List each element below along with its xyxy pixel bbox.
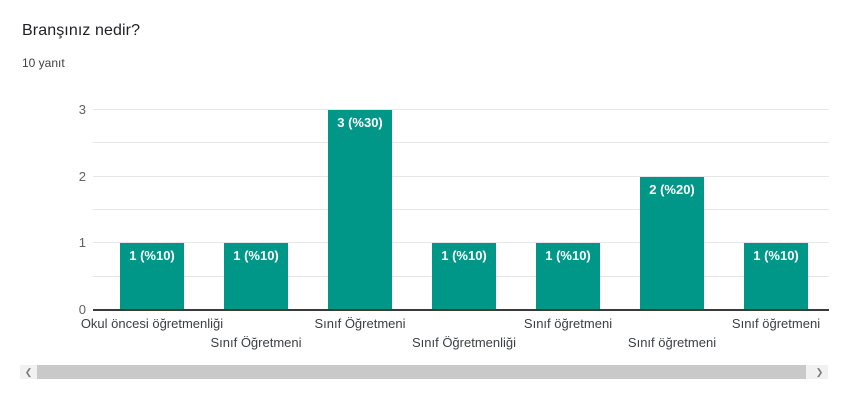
bar[interactable]: 1 (%10) <box>224 243 288 310</box>
bars-container: 1 (%10) 1 (%10) 3 (%30) 1 (%10) 1 (%10) 2 (%2… <box>100 110 828 310</box>
bar-value-label: 1 (%10) <box>545 248 591 264</box>
bar-band: 1 (%10) <box>724 110 828 310</box>
bar-value-label: 2 (%20) <box>649 181 695 197</box>
response-count: 10 yanıt <box>22 56 65 70</box>
horizontal-scrollbar[interactable]: ❮ ❯ <box>20 365 828 379</box>
bar[interactable]: 1 (%10) <box>120 243 184 310</box>
x-axis-category-label: Sınıf Öğretmeni <box>210 335 302 350</box>
bar-band: 3 (%30) <box>308 110 412 310</box>
chevron-right-icon: ❯ <box>815 367 824 377</box>
bar-band: 1 (%10) <box>516 110 620 310</box>
x-axis-category-label: Sınıf öğretmeni <box>731 316 821 331</box>
bar-band: 1 (%10) <box>100 110 204 310</box>
scroll-left-button[interactable]: ❮ <box>20 365 37 379</box>
x-axis-category-label: Sınıf Öğretmenliği <box>411 335 517 350</box>
y-axis-tick-label: 2 <box>78 168 86 184</box>
scroll-right-button[interactable]: ❯ <box>811 365 828 379</box>
bar-value-label: 1 (%10) <box>441 248 487 264</box>
bar-band: 1 (%10) <box>412 110 516 310</box>
x-axis-category-label: Okul öncesi öğretmenliği <box>80 316 224 331</box>
bar[interactable]: 1 (%10) <box>432 243 496 310</box>
bar[interactable]: 2 (%20) <box>640 176 704 310</box>
bar-band: 2 (%20) <box>620 110 724 310</box>
bar[interactable]: 1 (%10) <box>744 243 808 310</box>
gridline <box>93 142 829 144</box>
x-axis-baseline <box>93 309 829 311</box>
question-title: Branşınız nedir? <box>22 22 141 39</box>
bar-value-label: 1 (%10) <box>753 248 799 264</box>
y-axis-tick-label: 3 <box>78 102 86 117</box>
plot-area: 1 (%10) 1 (%10) 3 (%30) 1 (%10) 1 (%10) 2 (%2… <box>93 109 829 311</box>
gridline <box>93 109 829 110</box>
x-axis-category-label: Sınıf Öğretmeni <box>314 316 406 331</box>
bar[interactable]: 3 (%30) <box>328 110 392 310</box>
x-axis-category-label: Sınıf öğretmeni <box>627 335 717 350</box>
y-axis-tick-label: 1 <box>78 235 86 251</box>
scrollbar-thumb[interactable] <box>37 365 806 379</box>
bar-value-label: 1 (%10) <box>233 248 279 264</box>
bar-chart: 1 (%10) 1 (%10) 3 (%30) 1 (%10) 1 (%10) 2 (%2… <box>78 102 829 350</box>
y-axis-tick-label: 0 <box>78 302 86 317</box>
gridline <box>93 175 829 177</box>
bar[interactable]: 1 (%10) <box>536 243 600 310</box>
bar-value-label: 1 (%10) <box>129 248 175 264</box>
x-axis-category-label: Sınıf öğretmeni <box>523 316 613 331</box>
gridline <box>93 242 829 244</box>
gridline <box>93 209 829 210</box>
bar-value-label: 3 (%30) <box>337 115 383 130</box>
chevron-left-icon: ❮ <box>24 367 33 377</box>
bar-band: 1 (%10) <box>204 110 308 310</box>
